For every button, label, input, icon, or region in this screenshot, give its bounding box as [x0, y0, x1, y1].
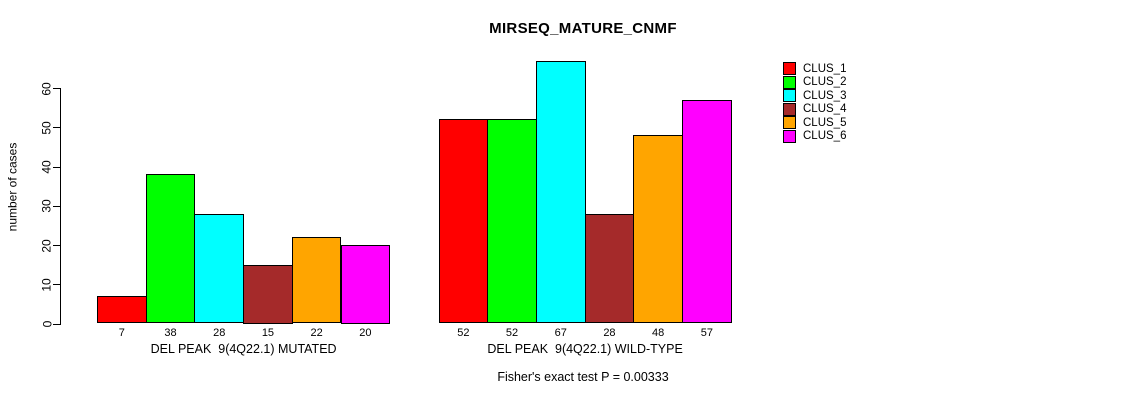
y-tick-label-text: 0	[40, 320, 54, 328]
y-tick-mark	[53, 166, 60, 168]
bar	[243, 264, 293, 324]
y-tick-label-text: 10	[40, 278, 55, 292]
legend-label: CLUS_4	[803, 103, 847, 115]
legend-row: CLUS_4	[783, 102, 847, 116]
legend-swatch	[783, 89, 796, 102]
legend-label: CLUS_5	[803, 116, 847, 129]
bar-value-label: 15	[261, 327, 275, 339]
legend-swatch	[783, 129, 796, 143]
legend-row: CLUS_2	[783, 75, 847, 89]
legend-row: CLUS_5	[783, 116, 846, 129]
bar	[584, 213, 635, 324]
y-tick-label-text: 20	[40, 238, 55, 253]
y-axis-title-text: number of cases	[5, 142, 19, 232]
stat-footnote: Fisher's exact test P = 0.00333	[497, 370, 669, 384]
bar-value-label: 52	[457, 327, 470, 339]
group-label: DEL PEAK 9(4Q22.1) MUTATED	[150, 342, 337, 356]
legend-swatch	[783, 102, 796, 116]
bar	[145, 174, 196, 324]
legend-label: CLUS_2	[803, 76, 847, 88]
bar	[487, 119, 537, 324]
y-tick-label-text: 60	[40, 81, 55, 96]
group-label: DEL PEAK 9(4Q22.1) WILD-TYPE	[487, 342, 683, 356]
chart-title: MIRSEQ_MATURE_CNMF	[489, 20, 677, 37]
legend-label: CLUS_6	[803, 130, 847, 142]
y-tick-mark	[53, 245, 60, 246]
legend-swatch	[783, 62, 796, 75]
bar-value-label: 57	[700, 327, 713, 339]
y-axis-line	[60, 88, 61, 325]
bar	[438, 119, 489, 324]
y-tick-mark	[53, 323, 60, 325]
bar-value-label: 67	[554, 327, 567, 339]
bar-value-label: 28	[213, 327, 226, 339]
y-tick-mark	[53, 127, 60, 129]
legend-row: CLUS_3	[783, 89, 846, 102]
bar	[97, 296, 147, 324]
bar	[291, 237, 342, 324]
bar-value-label: 52	[505, 327, 519, 339]
y-tick-label-text: 50	[40, 121, 55, 135]
legend-label: CLUS_3	[803, 89, 847, 102]
bar-value-label: 28	[603, 327, 616, 339]
y-tick-label-text: 30	[40, 199, 55, 213]
y-tick-label-text: 40	[40, 160, 55, 174]
y-tick-mark	[53, 88, 60, 89]
legend-swatch	[783, 116, 796, 129]
bar	[633, 135, 683, 324]
bar	[194, 213, 245, 324]
legend-row: CLUS_1	[783, 62, 846, 75]
bar-value-label: 7	[118, 327, 125, 339]
bar	[340, 245, 391, 324]
bar-value-label: 38	[164, 327, 177, 339]
bar-value-label: 20	[359, 327, 372, 339]
bar-value-label: 22	[310, 327, 323, 339]
bar-value-label: 48	[652, 327, 665, 339]
legend-row: CLUS_6	[783, 129, 847, 143]
bar	[682, 99, 732, 324]
bar	[535, 60, 586, 324]
y-tick-mark	[53, 284, 60, 286]
y-tick-mark	[53, 205, 60, 207]
legend-swatch	[783, 75, 796, 89]
legend-label: CLUS_1	[803, 62, 847, 75]
